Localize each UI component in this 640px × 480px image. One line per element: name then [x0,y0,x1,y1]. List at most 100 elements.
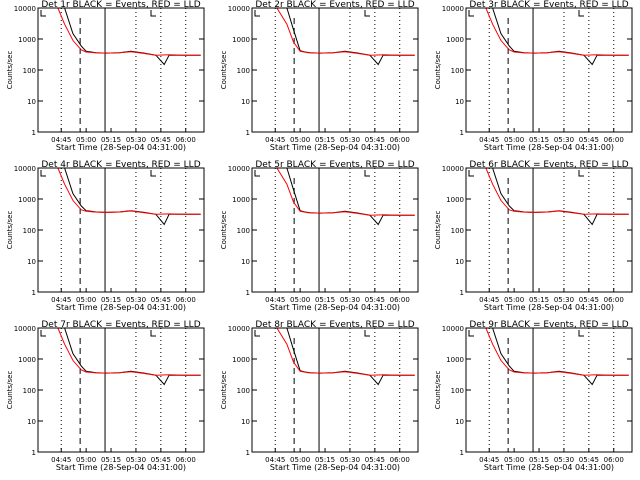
y-tick-label: 10000 [14,165,36,173]
corner-marker [364,330,370,337]
x-tick-label: 05:30 [126,456,146,464]
y-tick-label: 1000 [18,196,36,204]
x-tick-label: 04:45 [265,136,285,144]
corner-marker [578,170,584,177]
plot-frame [465,167,633,293]
x-tick-label: 05:15 [529,456,549,464]
chart-panel-9: Det 9r BLACK = Events, RED = LLD 1 10 100 10… [434,320,633,472]
series-line-events [466,327,629,386]
series-line-lld [38,7,201,56]
corner-marker [254,330,260,337]
corner-marker [578,10,584,17]
y-tick-label: 1000 [18,356,36,364]
y-tick-label: 100 [23,387,36,395]
y-tick-label: 1 [460,129,464,137]
x-axis-label: Start Time (28-Sep-04 04:31:00) [56,303,186,312]
y-axis-label: Counts/sec [434,371,442,410]
plot-frame [37,167,205,293]
y-axis-label: Counts/sec [220,51,228,90]
x-tick-label: 05:15 [529,296,549,304]
x-tick-label: 04:45 [51,456,71,464]
x-tick-label: 05:15 [101,136,121,144]
x-tick-label: 05:30 [126,136,146,144]
y-axis-label: Counts/sec [220,211,228,250]
y-tick-label: 1 [32,129,36,137]
plot-frame [37,327,205,453]
y-tick-label: 100 [451,67,464,75]
y-tick-label: 100 [237,67,250,75]
corner-marker [468,10,474,17]
y-tick-label: 10000 [228,325,250,333]
x-tick-label: 05:00 [504,136,524,144]
x-axis-label: Start Time (28-Sep-04 04:31:00) [270,143,400,152]
series-line-lld [252,327,415,376]
x-tick-label: 05:00 [504,456,524,464]
corner-marker [254,10,260,17]
x-tick-label: 04:45 [265,456,285,464]
chart-title: Det 4r BLACK = Events, RED = LLD [41,160,200,170]
chart-panel-3: Det 3r BLACK = Events, RED = LLD 1 10 100 10… [434,0,633,152]
x-tick-label: 05:45 [365,296,385,304]
x-tick-label: 05:30 [554,136,574,144]
series-line-lld [466,327,629,376]
y-tick-label: 10 [241,258,250,266]
y-tick-label: 10000 [228,5,250,13]
x-tick-label: 05:30 [554,456,574,464]
x-axis-label: Start Time (28-Sep-04 04:31:00) [484,463,614,472]
chart-panel-4: Det 4r BLACK = Events, RED = LLD 1 10 100 10… [6,160,205,312]
y-tick-label: 1000 [446,36,464,44]
y-tick-label: 10 [455,258,464,266]
y-tick-label: 100 [237,387,250,395]
corner-marker [40,330,46,337]
chart-panel-5: Det 5r BLACK = Events, RED = LLD 1 10 100 10… [220,160,419,312]
chart-title: Det 3r BLACK = Events, RED = LLD [469,0,628,10]
x-tick-label: 06:00 [390,136,410,144]
chart-panel-6: Det 6r BLACK = Events, RED = LLD 1 10 100 10… [434,160,633,312]
x-tick-label: 05:30 [554,296,574,304]
x-tick-label: 04:45 [479,456,499,464]
corner-marker [40,10,46,17]
x-tick-label: 04:45 [479,296,499,304]
x-tick-label: 05:15 [315,456,335,464]
x-tick-label: 06:00 [604,136,624,144]
x-tick-label: 05:00 [504,296,524,304]
y-tick-label: 10 [455,418,464,426]
chart-title: Det 8r BLACK = Events, RED = LLD [255,320,414,330]
x-axis-label: Start Time (28-Sep-04 04:31:00) [56,143,186,152]
y-axis-label: Counts/sec [6,211,14,250]
chart-panel-2: Det 2r BLACK = Events, RED = LLD 1 10 100 10… [220,0,419,152]
corner-marker [578,330,584,337]
series-line-events [38,167,201,226]
plot-frame [251,327,419,453]
y-tick-label: 100 [237,227,250,235]
series-line-lld [466,167,629,215]
x-tick-label: 05:45 [579,296,599,304]
x-tick-label: 05:45 [365,456,385,464]
chart-panel-8: Det 8r BLACK = Events, RED = LLD 1 10 100 10… [220,320,419,472]
y-tick-label: 1000 [232,356,250,364]
corner-marker [150,170,156,177]
x-tick-label: 06:00 [390,296,410,304]
x-tick-label: 05:30 [340,296,360,304]
y-tick-label: 1000 [18,36,36,44]
series-line-lld [252,7,415,56]
x-tick-label: 06:00 [390,456,410,464]
x-tick-label: 05:15 [101,456,121,464]
x-tick-label: 06:00 [604,456,624,464]
plot-frame [251,167,419,293]
x-axis-label: Start Time (28-Sep-04 04:31:00) [270,463,400,472]
plot-frame [251,7,419,133]
y-tick-label: 1000 [232,196,250,204]
x-axis-label: Start Time (28-Sep-04 04:31:00) [270,303,400,312]
x-tick-label: 05:00 [76,296,96,304]
series-line-lld [38,327,201,376]
x-tick-label: 05:15 [315,136,335,144]
y-tick-label: 10000 [442,5,464,13]
y-tick-label: 1 [32,449,36,457]
corner-marker [468,330,474,337]
x-tick-label: 04:45 [265,296,285,304]
corner-marker [254,170,260,177]
series-line-lld [252,167,415,216]
x-axis-label: Start Time (28-Sep-04 04:31:00) [56,463,186,472]
x-tick-label: 05:30 [340,456,360,464]
